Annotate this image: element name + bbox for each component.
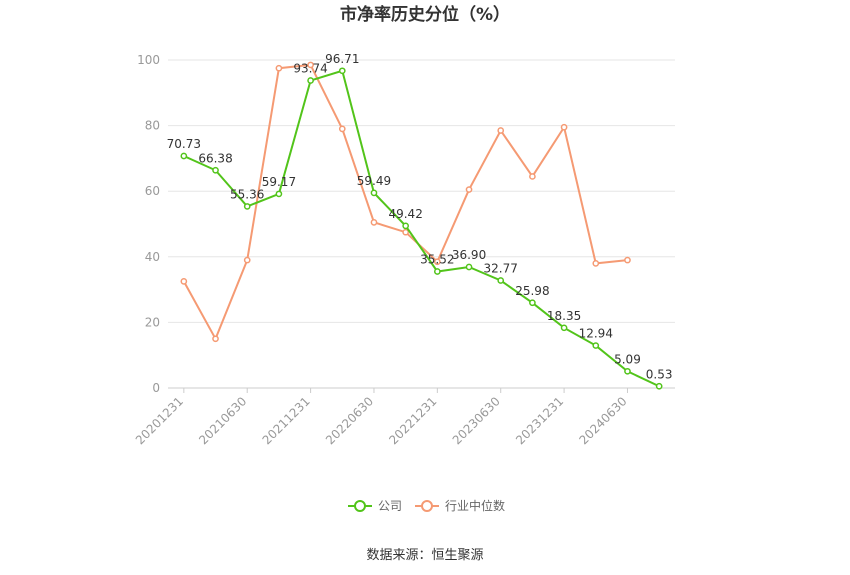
data-point[interactable] — [465, 263, 473, 271]
data-point[interactable] — [592, 342, 600, 349]
series-line-1 — [182, 63, 628, 342]
data-label: 25.98 — [515, 284, 549, 298]
data-label: 70.73 — [167, 137, 201, 151]
y-tick-label: 80 — [145, 119, 160, 133]
x-tick-label: 20231231 — [513, 394, 566, 447]
data-point[interactable] — [180, 278, 188, 285]
data-label: 5.09 — [614, 352, 641, 366]
data-point[interactable] — [275, 64, 283, 72]
y-axis: 0 20 40 60 80 100 — [137, 53, 160, 395]
data-point[interactable] — [624, 367, 631, 375]
data-point[interactable] — [307, 61, 314, 69]
data-point[interactable] — [370, 189, 378, 197]
data-point[interactable] — [402, 222, 410, 230]
chart-title: 市净率历史分位（%） — [340, 4, 510, 25]
data-label: 0.53 — [646, 367, 673, 381]
data-point[interactable] — [592, 260, 600, 267]
x-tick-label: 20220630 — [323, 394, 376, 447]
data-point[interactable] — [560, 123, 568, 131]
data-point[interactable] — [338, 125, 346, 133]
y-tick-label: 0 — [152, 381, 160, 395]
legend-label: 公司 — [378, 499, 402, 513]
x-axis: 20201231 20210630 20211231 20220630 20221231… — [133, 387, 675, 447]
y-tick-label: 100 — [137, 53, 160, 67]
data-point[interactable] — [180, 152, 188, 160]
data-point[interactable] — [370, 219, 378, 226]
x-tick-label: 20240630 — [577, 394, 630, 447]
grid — [168, 59, 675, 323]
data-point[interactable] — [275, 190, 283, 198]
data-point[interactable] — [433, 268, 441, 275]
data-point[interactable] — [465, 186, 473, 193]
legend-item-0[interactable]: 公司 — [348, 499, 402, 513]
data-label: 59.49 — [357, 174, 391, 188]
data-label: 32.77 — [484, 262, 518, 276]
data-point[interactable] — [560, 324, 568, 332]
data-point[interactable] — [655, 382, 663, 390]
data-label: 18.35 — [547, 309, 581, 323]
data-point[interactable] — [307, 77, 314, 84]
data-label: 66.38 — [198, 151, 232, 165]
legend[interactable]: 公司 行业中位数 — [348, 498, 505, 513]
data-point[interactable] — [529, 173, 536, 180]
data-point[interactable] — [624, 256, 631, 264]
legend-label: 行业中位数 — [445, 498, 505, 513]
legend-item-1[interactable]: 行业中位数 — [415, 498, 505, 513]
data-source: 数据来源：恒生聚源 — [366, 548, 483, 563]
x-tick-label: 20230630 — [450, 394, 503, 447]
data-point[interactable] — [497, 277, 505, 284]
x-tick-label: 20221231 — [386, 394, 439, 447]
legend-marker — [354, 500, 366, 512]
y-tick-label: 60 — [145, 184, 160, 198]
series-line-0 — [183, 69, 660, 388]
data-point[interactable] — [212, 166, 219, 174]
x-tick-label: 20201231 — [133, 394, 186, 447]
data-label: 35.52 — [420, 252, 454, 266]
series-layer — [180, 61, 663, 390]
y-tick-label: 40 — [145, 250, 160, 264]
data-label: 36.90 — [452, 248, 486, 262]
x-tick-label: 20210630 — [196, 394, 249, 447]
data-label: 93.74 — [293, 62, 327, 76]
data-point[interactable] — [402, 228, 410, 236]
data-point[interactable] — [243, 203, 251, 210]
data-label: 49.42 — [388, 207, 422, 221]
data-label: 96.71 — [325, 52, 359, 66]
data-label: 55.36 — [230, 187, 264, 201]
data-label: 12.94 — [579, 327, 613, 341]
data-point[interactable] — [497, 127, 505, 134]
legend-marker — [421, 500, 433, 512]
data-point[interactable] — [433, 258, 441, 266]
data-point[interactable] — [529, 299, 536, 307]
data-point[interactable] — [243, 256, 251, 264]
data-point[interactable] — [212, 335, 219, 343]
data-label: 59.17 — [262, 175, 296, 189]
data-point[interactable] — [338, 67, 346, 75]
y-tick-label: 20 — [145, 315, 160, 329]
x-tick-label: 20211231 — [260, 394, 313, 447]
